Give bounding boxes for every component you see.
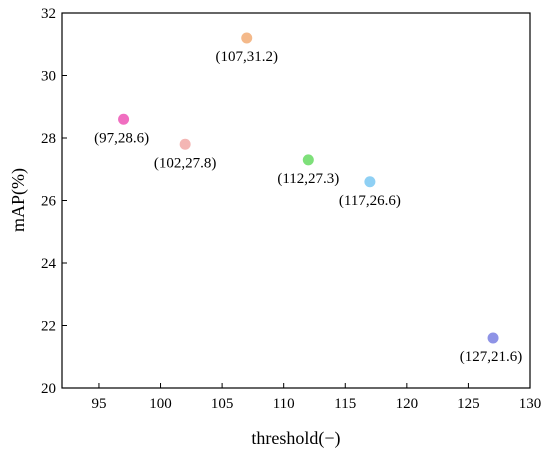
data-label: (97,28.6) <box>94 130 149 146</box>
data-point <box>364 176 376 188</box>
data-point <box>118 113 130 125</box>
data-point <box>487 332 499 344</box>
y-tick-label: 30 <box>41 69 56 85</box>
x-tick-label: 100 <box>149 396 172 412</box>
x-tick-label: 115 <box>334 396 356 412</box>
data-label: (102,27.8) <box>154 155 217 171</box>
x-tick-label: 95 <box>91 396 106 412</box>
x-tick-label: 125 <box>457 396 480 412</box>
x-axis-label: threshold(−) <box>251 428 340 449</box>
data-label: (112,27.3) <box>277 171 339 187</box>
y-tick-label: 22 <box>41 319 56 335</box>
data-point <box>241 32 253 44</box>
y-axis-label: mAP(%) <box>8 168 29 232</box>
x-tick-label: 120 <box>396 396 419 412</box>
data-labels: (97,28.6)(102,27.8)(107,31.2)(112,27.3)(… <box>94 49 522 365</box>
data-points <box>118 32 499 344</box>
y-axis-ticks: 20 22 24 26 28 30 32 <box>41 6 67 397</box>
data-label: (117,26.6) <box>339 193 401 209</box>
data-point <box>179 138 191 150</box>
data-label: (107,31.2) <box>215 49 278 65</box>
x-tick-label: 105 <box>211 396 234 412</box>
y-tick-label: 26 <box>41 194 57 210</box>
y-tick-label: 20 <box>41 381 56 397</box>
data-point <box>302 154 314 166</box>
data-label: (127,21.6) <box>460 349 523 365</box>
plot-frame <box>61 12 531 389</box>
y-tick-label: 28 <box>41 131 56 147</box>
y-tick-label: 32 <box>41 6 56 22</box>
x-axis-ticks: 95 100 105 110 115 120 125 130 <box>91 383 541 412</box>
y-tick-label: 24 <box>41 256 57 272</box>
x-tick-label: 130 <box>519 396 542 412</box>
x-tick-label: 110 <box>273 396 295 412</box>
